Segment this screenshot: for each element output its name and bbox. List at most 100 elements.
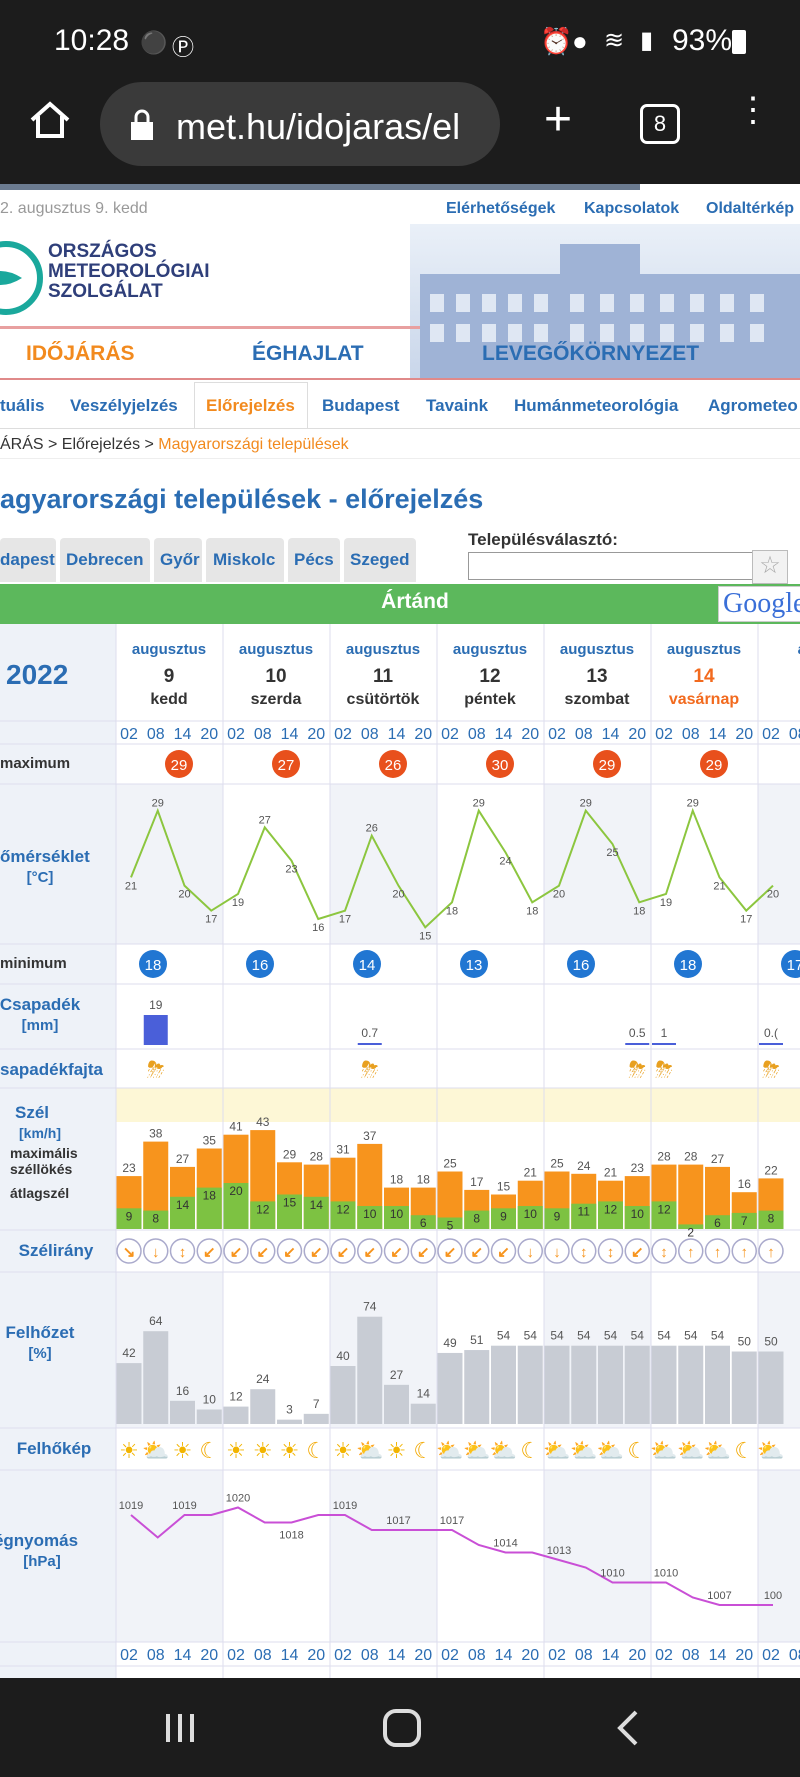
tab-count-button[interactable]: 8 [640, 104, 680, 144]
cloud-bar [758, 1351, 784, 1424]
hour-label: 08 [468, 726, 486, 743]
temperature-value: 17 [205, 914, 217, 926]
settlement-input[interactable] [468, 552, 754, 580]
new-tab-icon[interactable]: + [544, 93, 573, 146]
day-number: 11 [373, 666, 394, 687]
cloud-value: 3 [286, 1403, 293, 1417]
wind-direction-arrow: ↙ [444, 1244, 457, 1261]
favorite-star-icon[interactable]: ☆ [752, 550, 788, 584]
city-tab-szeged[interactable]: Szeged [350, 550, 410, 569]
hour-label: 02 [762, 1647, 780, 1664]
wind-direction-arrow: ↙ [230, 1244, 243, 1261]
subnav-tavaink[interactable]: Tavaink [426, 396, 489, 415]
home-icon[interactable] [28, 98, 72, 147]
cloud-value: 54 [631, 1329, 645, 1343]
address-bar[interactable] [100, 82, 500, 166]
city-tab-budapest[interactable]: dapest [0, 550, 55, 569]
subnav-agrometeo[interactable]: Agrometeo [708, 396, 798, 415]
wind-avg-value: 9 [126, 1209, 133, 1223]
recents-icon[interactable] [162, 1710, 198, 1751]
wind-direction-arrow: ↙ [337, 1244, 350, 1261]
temperature-value: 18 [526, 905, 538, 917]
cloud-bar [517, 1345, 543, 1424]
max-temp-value: 27 [278, 757, 295, 774]
wind-gust-value: 21 [524, 1166, 538, 1180]
hour-label: 02 [655, 1647, 673, 1664]
hour-label: 08 [361, 1647, 379, 1664]
google-button[interactable]: Google [718, 586, 800, 622]
wind-avg-value: 10 [631, 1207, 645, 1221]
city-tab-gyor[interactable]: Győr [160, 550, 200, 569]
hour-label: 08 [254, 1647, 272, 1664]
cloud-bar [223, 1406, 249, 1424]
wind-avg-bar [277, 1194, 302, 1229]
day-number: 13 [586, 666, 607, 687]
omsz-logo[interactable] [0, 234, 50, 329]
wind-avg-bar [330, 1201, 356, 1229]
wind-avg-value: 10 [363, 1207, 377, 1221]
wind-direction-icon [196, 1238, 222, 1264]
label-wind: Szél [15, 1103, 49, 1122]
hour-label: 02 [655, 726, 673, 743]
thunderstorm-icon: ⛈ [655, 1057, 673, 1082]
link-contacts[interactable]: Elérhetőségek [446, 200, 556, 217]
wind-avg-bar [357, 1206, 383, 1229]
precip-bar [357, 1043, 382, 1045]
hour-label: 08 [468, 1647, 486, 1664]
wifi-icon: ≋ [604, 27, 625, 54]
wind-avg-value: 10 [524, 1207, 538, 1221]
hour-label: 08 [575, 1647, 593, 1664]
breadcrumb-path[interactable]: ÁRÁS > Előrejelzés > [0, 436, 159, 453]
hour-label: 08 [682, 1647, 700, 1664]
city-tab-debrecen[interactable]: Debrecen [66, 550, 144, 569]
nav-idojaras[interactable]: IDŐJÁRÁS [26, 342, 135, 365]
subnav-aktualis[interactable]: tuális [0, 396, 45, 415]
wind-avg-value: 12 [604, 1202, 618, 1216]
wind-gust-value: 41 [229, 1120, 243, 1134]
subnav-elorejelzes[interactable]: Előrejelzés [206, 396, 295, 415]
min-temp-value: 18 [680, 957, 697, 974]
hour-label: 14 [174, 1647, 192, 1664]
breadcrumb: ÁRÁS > Előrejelzés > Magyarországi telep… [0, 436, 349, 454]
cloud-image-icon: ⛅ [490, 1438, 517, 1463]
back-icon[interactable] [612, 1708, 642, 1753]
temp-bg [758, 784, 800, 944]
subnav-humanmeteorologia[interactable]: Humánmeteorológia [514, 396, 679, 415]
link-sitemap[interactable]: Oldaltérkép [706, 200, 795, 217]
pressure-value: 1019 [119, 1500, 143, 1512]
logo-line-3: SZOLGÁLAT [48, 281, 163, 302]
wind-gust-value: 31 [336, 1143, 350, 1157]
home-nav-icon[interactable] [382, 1708, 422, 1753]
precip-value: 0.5 [629, 1026, 646, 1040]
pressure-bg [223, 1470, 330, 1642]
subnav-veszelyjelzes[interactable]: Veszélyjelzés [70, 396, 178, 415]
temperature-value: 29 [473, 798, 485, 810]
nav-eghajlat[interactable]: ÉGHAJLAT [252, 342, 364, 365]
wind-direction-arrow: ↑ [687, 1244, 695, 1261]
temperature-value: 18 [633, 905, 645, 917]
day-month: augusztus [346, 641, 420, 658]
pressure-value: 1010 [600, 1568, 624, 1580]
label-wind-gust: maximális [10, 1145, 78, 1161]
wind-direction-icon [330, 1238, 356, 1264]
temperature-value: 19 [232, 897, 244, 909]
link-relations[interactable]: Kapcsolatok [584, 200, 680, 217]
subnav-budapest[interactable]: Budapest [322, 396, 400, 415]
cloud-bar [544, 1345, 570, 1424]
thunderstorm-icon: ⛈ [628, 1057, 646, 1082]
wind-direction-arrow: ↕ [179, 1244, 187, 1261]
cloud-image-icon: ☾ [734, 1438, 754, 1463]
precip-value: 0.7 [361, 1026, 378, 1040]
city-tab-pecs[interactable]: Pécs [294, 550, 334, 569]
pressure-bg [758, 1470, 800, 1642]
cloud-image-icon: ☀ [387, 1438, 407, 1463]
nav-levegokornyezet[interactable]: LEVEGŐKÖRNYEZET [482, 342, 700, 365]
hour-label: 20 [307, 1647, 325, 1664]
wind-direction-icon [704, 1238, 731, 1264]
pressure-value: 1017 [440, 1515, 464, 1527]
url-text[interactable]: met.hu/idojaras/el [176, 106, 461, 147]
label-precip-type: sapadékfajta [0, 1060, 104, 1079]
label-cloud-image: Felhőkép [17, 1439, 92, 1458]
menu-icon[interactable]: ⋮ [736, 91, 770, 129]
city-tab-miskolc[interactable]: Miskolc [213, 550, 276, 569]
